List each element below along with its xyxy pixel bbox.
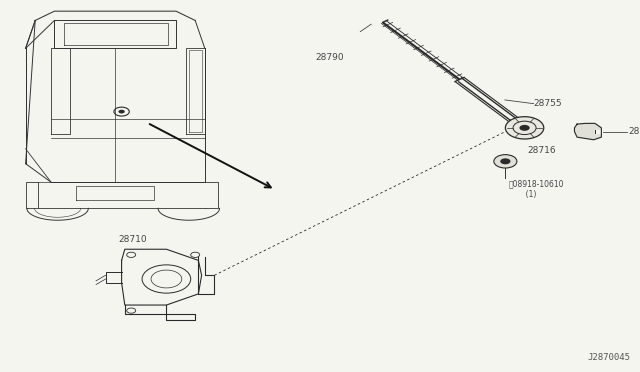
Circle shape <box>494 155 517 168</box>
Text: 28716: 28716 <box>528 146 556 155</box>
Polygon shape <box>595 130 603 134</box>
Circle shape <box>506 117 544 139</box>
Text: 28782: 28782 <box>628 127 640 136</box>
Circle shape <box>520 125 530 131</box>
Circle shape <box>118 110 125 113</box>
Text: 28710: 28710 <box>118 235 147 244</box>
Text: Ⓝ08918-10610
       (1): Ⓝ08918-10610 (1) <box>509 179 564 199</box>
Polygon shape <box>575 124 602 140</box>
Circle shape <box>500 158 511 164</box>
Text: 28790: 28790 <box>316 53 344 62</box>
Text: 28755: 28755 <box>534 99 563 108</box>
Text: J2870045: J2870045 <box>588 353 630 362</box>
